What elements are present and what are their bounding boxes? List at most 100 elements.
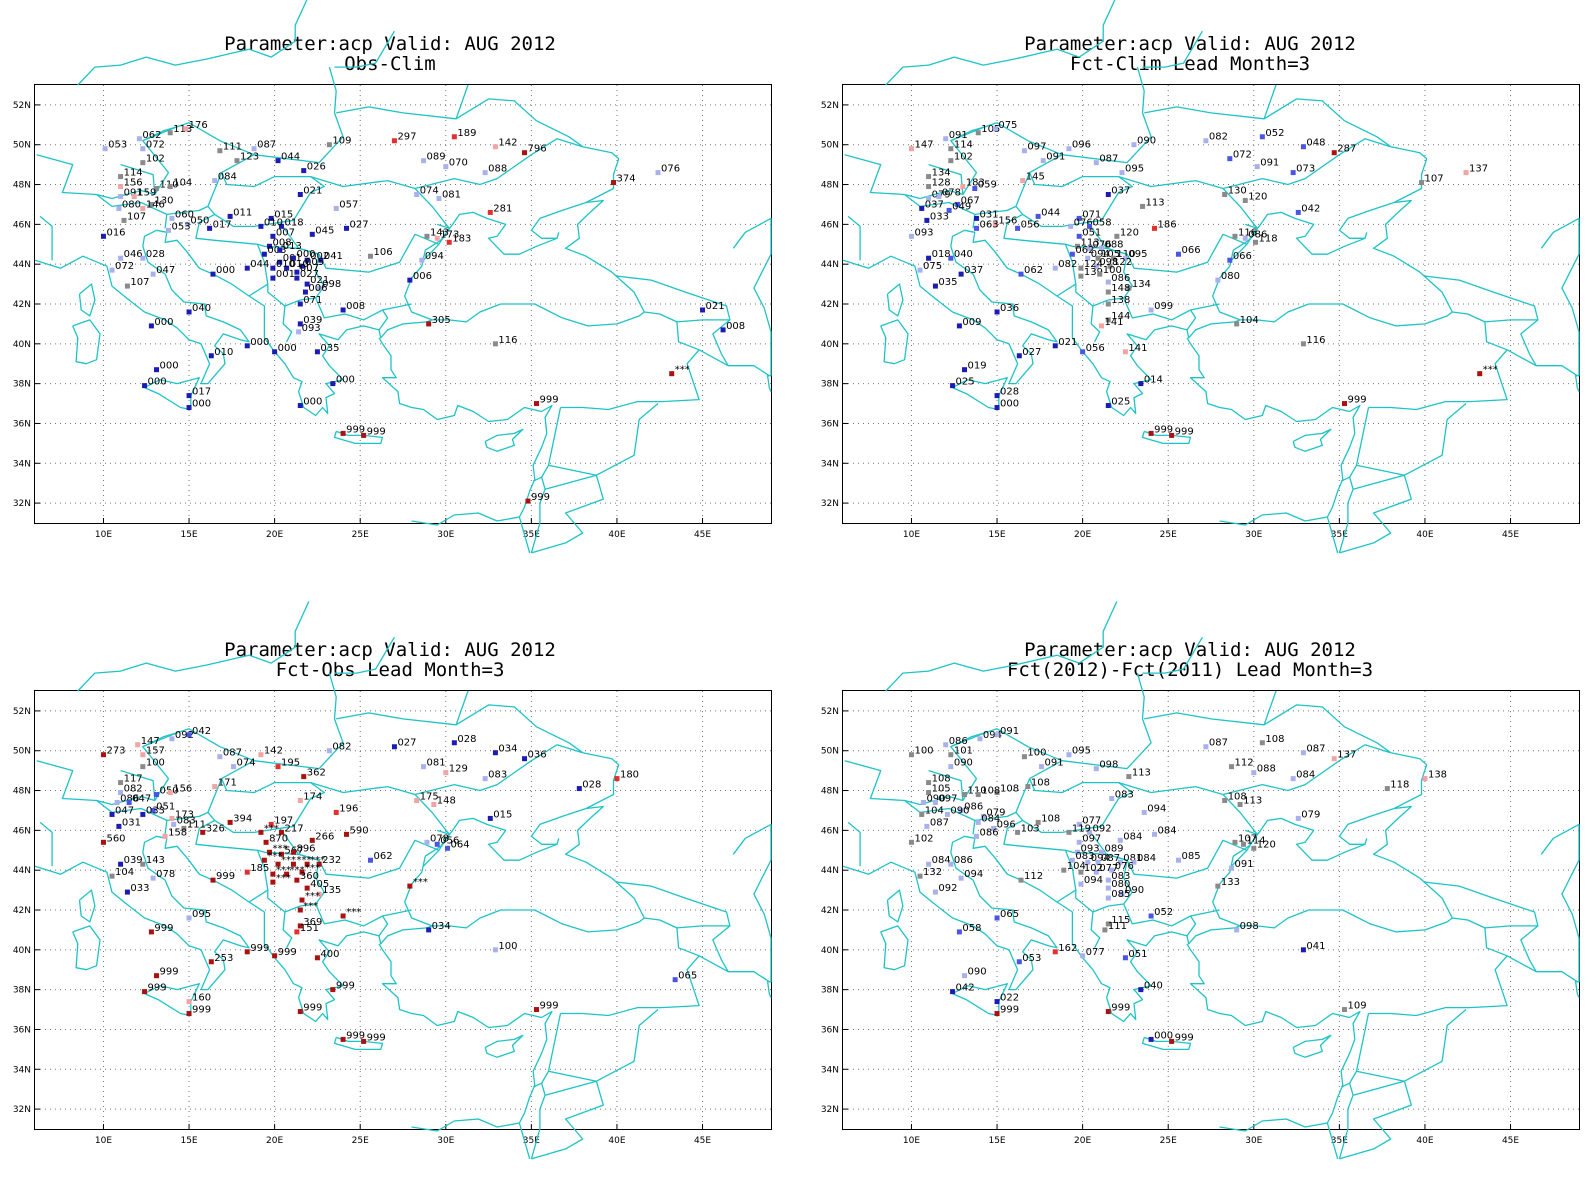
station-marker[interactable]: 048 (1300, 138, 1326, 150)
station-marker[interactable]: 108 (926, 774, 951, 786)
station-marker[interactable]: 008 (720, 321, 746, 333)
station-marker[interactable]: 010 (284, 259, 309, 271)
station-marker[interactable]: 287 (1331, 144, 1357, 156)
station-marker[interactable]: 116 (1300, 335, 1326, 347)
station-marker[interactable]: 132 (917, 867, 943, 879)
station-marker[interactable]: 281 (487, 203, 513, 215)
station-marker[interactable]: 083 (1109, 790, 1134, 802)
station-marker[interactable]: 042 (950, 983, 975, 995)
station-marker[interactable]: 083 (1105, 871, 1131, 883)
station-marker[interactable]: 063 (974, 219, 999, 231)
station-marker[interactable]: 123 (234, 152, 259, 164)
station-marker[interactable]: 039 (297, 315, 323, 327)
station-marker[interactable]: 000 (244, 337, 270, 349)
station-marker[interactable]: 896 (290, 843, 316, 855)
station-marker[interactable]: 394 (227, 813, 253, 825)
station-marker[interactable]: 082 (1052, 259, 1078, 271)
station-marker[interactable]: 059 (972, 180, 997, 192)
station-marker[interactable]: 113 (1126, 768, 1151, 780)
station-marker[interactable]: 091 (1229, 859, 1254, 871)
station-marker[interactable]: 186 (1152, 219, 1177, 231)
station-marker[interactable]: 028 (451, 734, 477, 746)
station-marker[interactable]: 081 (436, 189, 461, 201)
station-marker[interactable]: 088 (1098, 239, 1124, 251)
station-marker[interactable]: 000 (290, 249, 316, 261)
station-marker[interactable]: 107 (1232, 833, 1257, 845)
station-marker[interactable]: 010 (208, 347, 234, 359)
station-marker[interactable]: 036 (994, 303, 1020, 315)
station-marker[interactable]: 064 (445, 839, 470, 851)
station-marker[interactable]: 108 (975, 786, 1001, 798)
station-marker[interactable]: 100 (1097, 265, 1122, 277)
station-marker[interactable]: 015 (268, 209, 294, 221)
station-marker[interactable]: 130 (1222, 186, 1247, 198)
station-marker[interactable]: 151 (294, 923, 319, 935)
station-marker[interactable]: 097 (932, 793, 958, 805)
station-marker[interactable]: 173 (434, 229, 460, 241)
station-marker[interactable]: 018 (278, 217, 304, 229)
station-marker[interactable]: 400 (314, 949, 340, 961)
station-marker[interactable]: 999 (297, 1003, 323, 1015)
station-marker[interactable]: 100 (492, 941, 518, 953)
station-marker[interactable]: 014 (1138, 375, 1163, 387)
station-marker[interactable]: 022 (994, 993, 1020, 1005)
station-marker[interactable]: 033 (924, 211, 949, 223)
station-marker[interactable]: 999 (525, 492, 550, 504)
station-marker[interactable]: 084 (1117, 831, 1143, 843)
station-marker[interactable]: 999 (1342, 395, 1367, 407)
station-marker[interactable]: 086 (114, 793, 140, 805)
station-marker[interactable]: 113 (1074, 237, 1100, 249)
station-marker[interactable]: 087 (924, 817, 949, 829)
station-marker[interactable]: 021 (304, 275, 330, 287)
station-marker[interactable]: 086 (948, 855, 973, 867)
station-marker[interactable]: 000 (210, 265, 236, 277)
station-marker[interactable]: 108 (1222, 792, 1247, 804)
station-marker[interactable]: 025 (950, 377, 975, 389)
station-marker[interactable]: 071 (1076, 209, 1102, 221)
station-marker[interactable]: 000 (1148, 1030, 1174, 1042)
station-marker[interactable]: 143 (424, 227, 449, 239)
station-marker[interactable]: 080 (116, 199, 141, 211)
station-marker[interactable]: 139 (1078, 267, 1103, 279)
station-marker[interactable]: *** (297, 901, 319, 913)
station-marker[interactable]: 044 (275, 152, 301, 164)
station-marker[interactable]: 117 (118, 774, 143, 786)
station-marker[interactable]: 082 (118, 784, 143, 796)
station-marker[interactable]: 044 (1035, 207, 1061, 219)
station-marker[interactable]: 006 (302, 283, 328, 295)
station-marker[interactable]: 109 (326, 136, 352, 148)
station-marker[interactable]: 000 (330, 375, 355, 387)
station-marker[interactable]: 145 (1020, 172, 1045, 184)
station-marker[interactable]: 124 (1078, 259, 1103, 271)
station-marker[interactable]: 079 (980, 807, 1006, 819)
station-marker[interactable]: 078 (936, 187, 961, 199)
station-marker[interactable]: 027 (1016, 347, 1042, 359)
station-marker[interactable]: 094 (1085, 249, 1110, 261)
station-marker[interactable]: 130 (148, 195, 174, 207)
station-marker[interactable]: 102 (1078, 863, 1103, 875)
station-marker[interactable]: 107 (124, 277, 150, 289)
station-marker[interactable]: 232 (316, 855, 342, 867)
station-marker[interactable]: 084 (975, 813, 1001, 825)
station-marker[interactable]: *** (1477, 365, 1498, 377)
station-marker[interactable]: 369 (297, 917, 323, 929)
station-marker[interactable]: 036 (522, 750, 547, 762)
station-marker[interactable]: 999 (142, 983, 167, 995)
station-marker[interactable]: 081 (1117, 853, 1143, 865)
station-marker[interactable]: 072 (1227, 150, 1252, 162)
station-marker[interactable]: 090 (948, 758, 973, 770)
station-marker[interactable]: 090 (1119, 885, 1144, 897)
station-marker[interactable]: 098 (316, 279, 342, 291)
station-marker[interactable]: 013 (277, 241, 302, 253)
station-marker[interactable]: 089 (1098, 843, 1124, 855)
station-marker[interactable]: 097 (1021, 142, 1047, 154)
station-marker[interactable]: 065 (994, 909, 1020, 921)
station-marker[interactable]: *** (304, 855, 326, 867)
station-marker[interactable]: 999 (1169, 426, 1194, 438)
station-marker[interactable]: 138 (1422, 770, 1447, 782)
station-marker[interactable]: 076 (1086, 239, 1112, 251)
station-marker[interactable]: 000 (272, 343, 297, 355)
station-marker[interactable]: 070 (443, 158, 468, 170)
station-marker[interactable]: 040 (948, 249, 973, 261)
station-marker[interactable]: 104 (167, 178, 193, 190)
